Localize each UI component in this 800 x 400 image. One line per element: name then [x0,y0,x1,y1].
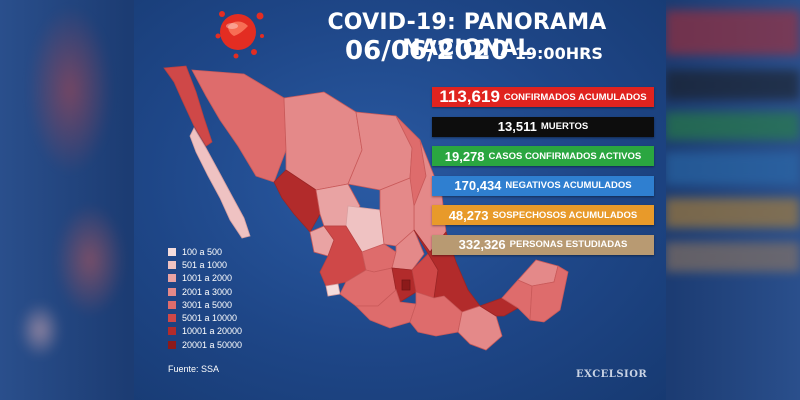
legend-item: 20001 a 50000 [168,338,242,351]
globe-icon [215,11,264,59]
legend-label: 2001 a 3000 [182,286,233,297]
legend-swatch [168,340,176,349]
blurred-background-left [0,0,135,400]
legend-swatch [168,287,176,296]
infographic-panel: COVID-19: PANORAMA NACIONAL 06/06/2020 19… [134,0,666,400]
report-date: 06/06/2020 [345,36,509,66]
map-region-chiapas [457,305,503,351]
map-region-colima [325,283,341,297]
legend-label: 501 a 1000 [182,259,228,270]
legend-label: 100 a 500 [182,246,223,257]
report-time: 19:00HRS [514,44,603,63]
legend-item: 2001 a 3000 [168,285,242,298]
legend-item: 5001 a 10000 [168,311,242,324]
legend-swatch [168,260,176,269]
legend-swatch [168,314,176,323]
stat-confirmed: 113,619 CONFIRMADOS ACUMULADOS [432,87,654,107]
blurred-background-right [665,0,800,400]
stat-suspects: 48,273 SOSPECHOSOS ACUMULADOS [432,205,654,225]
stat-active: 19,278 CASOS CONFIRMADOS ACTIVOS [432,146,654,166]
stat-label: NEGATIVOS ACUMULADOS [505,180,632,191]
legend-label: 1001 a 2000 [182,273,233,284]
legend-swatch [168,247,176,256]
stat-value: 332,326 [458,237,506,252]
legend-label: 3001 a 5000 [182,299,233,310]
map-region-sinaloa [273,169,321,233]
map-region-quintana-roo [529,265,569,323]
map-region-sonora [191,69,287,183]
stat-value: 113,619 [439,87,500,106]
map-region-baja-california [163,65,213,147]
stat-value: 19,278 [444,148,485,164]
report-datetime: 06/06/2020 19:00HRS [284,37,664,68]
stats-panel: 113,619 CONFIRMADOS ACUMULADOS 13,511 MUER… [432,87,654,264]
legend-item: 10001 a 20000 [168,325,242,338]
map-legend: 100 a 500 501 a 1000 1001 a 2000 2001 a … [168,245,242,351]
map-region-oaxaca [409,291,463,337]
stat-label: CONFIRMADOS ACUMULADOS [503,91,647,103]
stat-label: MUERTOS [540,121,589,132]
stat-label: CASOS CONFIRMADOS ACTIVOS [488,150,642,162]
publisher-logo: EXCELSIOR [576,369,648,380]
data-source: Fuente: SSA [168,364,220,374]
legend-label: 5001 a 10000 [182,313,238,324]
legend-label: 10001 a 20000 [182,326,243,337]
legend-item: 100 a 500 [168,245,242,258]
legend-label: 20001 a 50000 [182,339,243,350]
legend-swatch [168,327,176,336]
map-region-chihuahua [283,91,363,191]
stat-negatives: 170,434 NEGATIVOS ACUMULADOS [432,175,654,196]
legend-swatch [168,274,176,283]
map-region-baja-california-sur [189,127,251,239]
page-title: COVID-19: PANORAMA NACIONAL [327,10,607,61]
legend-item: 501 a 1000 [168,258,242,271]
stat-value: 170,434 [454,178,502,193]
stat-value: 48,273 [448,207,489,223]
legend-item: 1001 a 2000 [168,272,242,285]
stat-deaths: 13,511 MUERTOS [432,116,654,137]
stat-studied: 332,326 PERSONAS ESTUDIADAS [432,234,654,255]
stat-label: PERSONAS ESTUDIADAS [509,239,628,250]
mexico-state-map [163,65,569,351]
legend-item: 3001 a 5000 [168,298,242,311]
map-region-cdmx [401,279,411,291]
stat-label: SOSPECHOSOS ACUMULADOS [492,209,638,221]
legend-swatch [168,300,176,309]
stat-value: 13,511 [497,119,537,134]
